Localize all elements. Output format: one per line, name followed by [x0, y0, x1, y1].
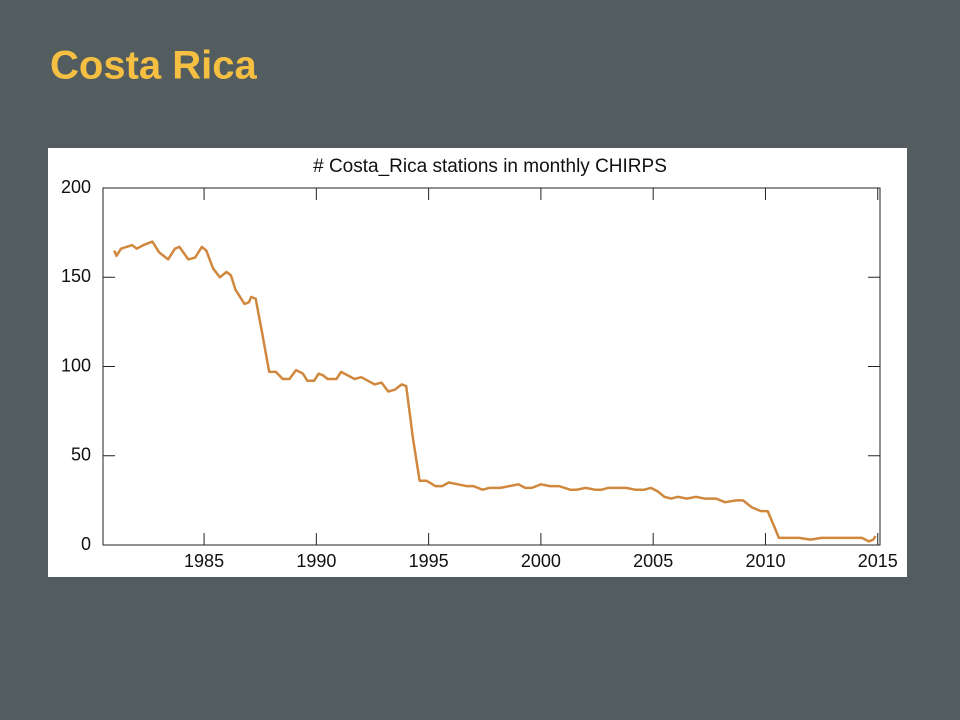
x-tick-label: 2005 [633, 551, 673, 571]
data-line [113, 240, 877, 543]
y-tick-label: 0 [81, 534, 91, 554]
chart-title: # Costa_Rica stations in monthly CHIRPS [313, 156, 667, 177]
x-tick-label: 1995 [409, 551, 449, 571]
x-tick-label: 2015 [858, 551, 898, 571]
x-tick-label: 2010 [745, 551, 785, 571]
x-tick-label: 1985 [184, 551, 224, 571]
y-tick-label: 50 [71, 445, 91, 465]
x-tick-label: 1990 [296, 551, 336, 571]
y-tick-label: 150 [61, 266, 91, 286]
slide-title: Costa Rica [50, 44, 257, 88]
y-tick-label: 100 [61, 355, 91, 375]
chart-panel [48, 148, 907, 577]
y-tick-label: 200 [61, 177, 91, 197]
x-tick-label: 2000 [521, 551, 561, 571]
